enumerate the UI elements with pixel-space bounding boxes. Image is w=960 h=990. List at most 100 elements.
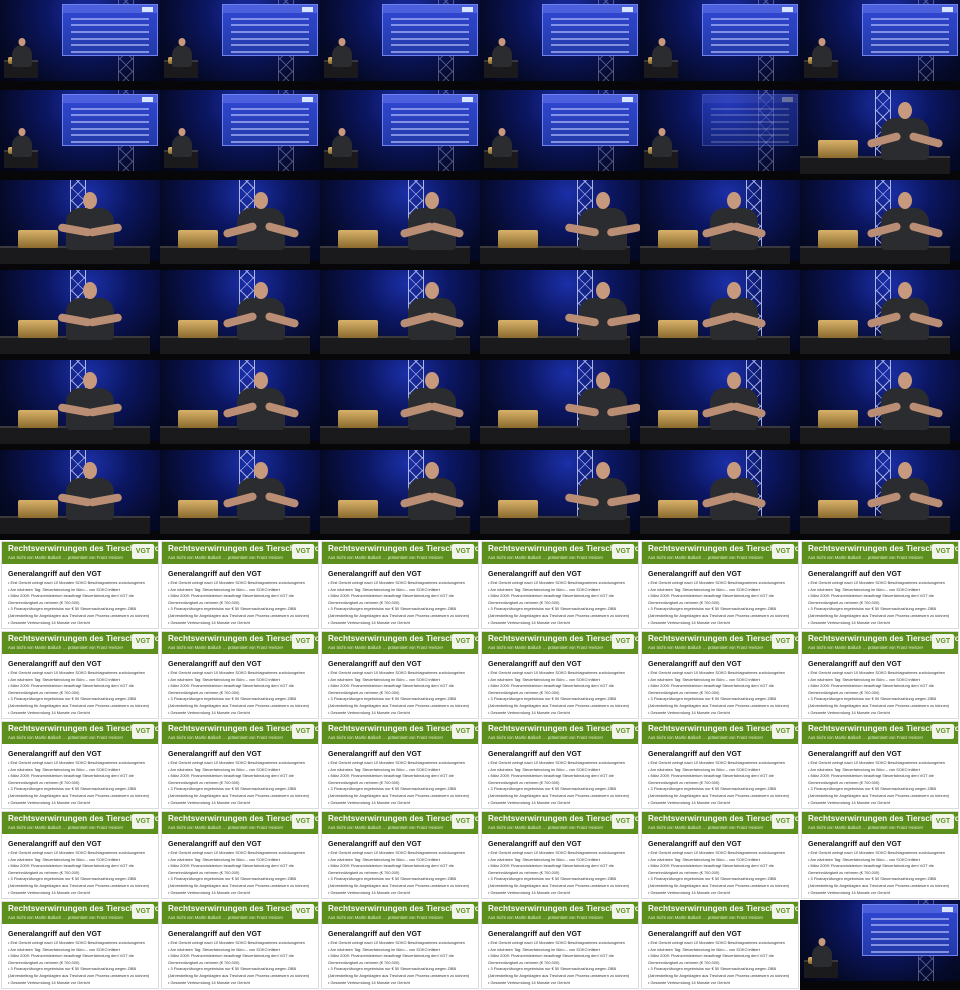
laptop <box>18 500 58 518</box>
vgt-logo: VGT <box>932 724 954 739</box>
speaker <box>866 102 944 172</box>
slide-bullet: • Erst Gericht zwingt nach 10 Monaten SO… <box>8 850 145 855</box>
slide-bullet: • Erst Gericht zwingt nach 10 Monaten SO… <box>808 760 945 765</box>
lectern <box>160 246 310 264</box>
lectern <box>480 246 630 264</box>
speaker <box>564 192 640 262</box>
slide-heading: Generalangriff auf den VGT <box>328 749 422 758</box>
slide-bullet: • März 2009: Finanzministerium beauftrag… <box>648 593 774 599</box>
projection-screen <box>62 94 158 146</box>
slide-bullet: Gemeinnützigkeit zu nehmen (€ 700.000) <box>8 689 80 695</box>
slide-header: Rechtsverwirrungen des Tierschutzprozess… <box>482 542 638 564</box>
speaker <box>866 282 944 352</box>
video-frame-thumbnail: Rechtsverwirrungen des Tierschutzprozess… <box>481 631 639 719</box>
slide-heading: Generalangriff auf den VGT <box>8 839 102 848</box>
laptop <box>498 320 538 338</box>
speaker <box>222 372 300 442</box>
video-frame-thumbnail <box>640 90 800 180</box>
slide-subtitle: Aus Sicht von Martin Balluch … präsentie… <box>808 555 923 560</box>
slide-bullet: • Erst Gericht zwingt nach 10 Monaten SO… <box>168 850 305 855</box>
slide-subtitle: Aus Sicht von Martin Balluch … präsentie… <box>328 645 443 650</box>
slide-bullet: • Am nächsten Tag: Steuerfahndung im Bür… <box>328 946 440 952</box>
vgt-logo: VGT <box>452 634 474 649</box>
video-frame-thumbnail: Rechtsverwirrungen des Tierschutzprozess… <box>1 721 159 809</box>
slide-title: Rechtsverwirrungen des Tierschutzprozess… <box>328 544 478 553</box>
laptop <box>18 410 58 428</box>
slide-bullet: • 3 Finanzprüfungen ergebnislos nur € 50… <box>488 606 617 612</box>
slide-bullet: (Jahresbeitrag für Angeklagten aus Treuh… <box>488 702 630 708</box>
slide-header: Rechtsverwirrungen des Tierschutzprozess… <box>322 632 478 654</box>
slide-header: Rechtsverwirrungen des Tierschutzprozess… <box>322 812 478 834</box>
slide-title: Rechtsverwirrungen des Tierschutzprozess… <box>648 724 798 733</box>
slide-heading: Generalangriff auf den VGT <box>808 839 902 848</box>
slide-bullet: • 3 Finanzprüfungen ergebnislos nur € 50… <box>808 696 937 702</box>
slide-bullet: • Erst Gericht zwingt nach 10 Monaten SO… <box>488 760 625 765</box>
slide-heading: Generalangriff auf den VGT <box>648 839 742 848</box>
slide-title: Rechtsverwirrungen des Tierschutzprozess… <box>328 724 478 733</box>
slide-bullet: • Gesamte Verleumdung 14 Monate vor Geri… <box>808 889 890 895</box>
slide-bullet: • März 2009: Finanzministerium beauftrag… <box>648 863 774 869</box>
video-frame-thumbnail <box>800 0 960 90</box>
speaker <box>810 38 834 68</box>
video-frame-thumbnail <box>480 180 640 270</box>
laptop <box>498 410 538 428</box>
slide-bullet: • März 2009: Finanzministerium beauftrag… <box>488 593 614 599</box>
slide-bullet: (Jahresbeitrag für Angeklagten aus Treuh… <box>328 612 470 618</box>
slide-bullet: • Gesamte Verleumdung 14 Monate vor Geri… <box>8 979 90 985</box>
slide-bullet: (Jahresbeitrag für Angeklagten aus Treuh… <box>168 612 310 618</box>
slide-bullet: • 3 Finanzprüfungen ergebnislos nur € 50… <box>648 606 777 612</box>
slide-bullet: • März 2009: Finanzministerium beauftrag… <box>168 593 294 599</box>
slide-bullet: (Jahresbeitrag für Angeklagten aus Treuh… <box>168 972 310 978</box>
video-frame-thumbnail: Rechtsverwirrungen des Tierschutzprozess… <box>161 721 319 809</box>
slide-bullet: (Jahresbeitrag für Angeklagten aus Treuh… <box>8 702 150 708</box>
slide-bullet: • 3 Finanzprüfungen ergebnislos nur € 50… <box>8 606 137 612</box>
lectern <box>160 426 310 444</box>
vgt-logo: VGT <box>292 814 314 829</box>
slide-bullet: • 3 Finanzprüfungen ergebnislos nur € 50… <box>8 786 137 792</box>
laptop <box>818 320 858 338</box>
video-frame-thumbnail <box>480 90 640 180</box>
slide-bullet: • 3 Finanzprüfungen ergebnislos nur € 50… <box>648 786 777 792</box>
slide-bullet: • März 2009: Finanzministerium beauftrag… <box>488 953 614 959</box>
video-frame-thumbnail <box>0 450 160 540</box>
slide-header: Rechtsverwirrungen des Tierschutzprozess… <box>482 812 638 834</box>
slide-heading: Generalangriff auf den VGT <box>168 569 262 578</box>
slide-bullet: • 3 Finanzprüfungen ergebnislos nur € 50… <box>648 876 777 882</box>
slide-bullet: • Am nächsten Tag: Steuerfahndung im Bür… <box>168 586 280 592</box>
video-frame-thumbnail: Rechtsverwirrungen des Tierschutzprozess… <box>641 721 799 809</box>
slide-header: Rechtsverwirrungen des Tierschutzprozess… <box>322 902 478 924</box>
slide-title: Rechtsverwirrungen des Tierschutzprozess… <box>168 724 318 733</box>
slide-title: Rechtsverwirrungen des Tierschutzprozess… <box>808 544 958 553</box>
slide-title: Rechtsverwirrungen des Tierschutzprozess… <box>808 814 958 823</box>
video-frame-thumbnail: Rechtsverwirrungen des Tierschutzprozess… <box>161 901 319 989</box>
video-frame-thumbnail: Rechtsverwirrungen des Tierschutzprozess… <box>641 811 799 899</box>
vgt-logo: VGT <box>612 904 634 919</box>
slide-bullet: • Am nächsten Tag: Steuerfahndung im Bür… <box>328 856 440 862</box>
speaker <box>399 192 465 262</box>
slide-subtitle: Aus Sicht von Martin Balluch … präsentie… <box>8 915 123 920</box>
speaker <box>650 128 674 158</box>
slide-header: Rechtsverwirrungen des Tierschutzprozess… <box>2 632 158 654</box>
slide-bullet: (Jahresbeitrag für Angeklagten aus Treuh… <box>168 702 310 708</box>
laptop <box>818 230 858 248</box>
slide-bullet: • März 2009: Finanzministerium beauftrag… <box>488 683 614 689</box>
laptop <box>338 500 378 518</box>
speaker <box>57 372 123 442</box>
video-frame-thumbnail <box>480 0 640 90</box>
slide-bullet: (Jahresbeitrag für Angeklagten aus Treuh… <box>488 882 630 888</box>
slide-bullet: • Erst Gericht zwingt nach 10 Monaten SO… <box>488 940 625 945</box>
slide-bullet: • Erst Gericht zwingt nach 10 Monaten SO… <box>488 670 625 675</box>
slide-bullet: (Jahresbeitrag für Angeklagten aus Treuh… <box>488 972 630 978</box>
video-frame-thumbnail <box>0 0 160 90</box>
slide-header: Rechtsverwirrungen des Tierschutzprozess… <box>802 542 958 564</box>
slide-subtitle: Aus Sicht von Martin Balluch … präsentie… <box>648 915 763 920</box>
slide-header: Rechtsverwirrungen des Tierschutzprozess… <box>322 542 478 564</box>
laptop <box>658 500 698 518</box>
slide-header: Rechtsverwirrungen des Tierschutzprozess… <box>162 812 318 834</box>
speaker <box>564 282 640 352</box>
vgt-logo: VGT <box>452 904 474 919</box>
slide-heading: Generalangriff auf den VGT <box>488 569 582 578</box>
slide-bullet: • 3 Finanzprüfungen ergebnislos nur € 50… <box>328 696 457 702</box>
slide-subtitle: Aus Sicht von Martin Balluch … präsentie… <box>648 735 763 740</box>
slide-heading: Generalangriff auf den VGT <box>8 749 102 758</box>
